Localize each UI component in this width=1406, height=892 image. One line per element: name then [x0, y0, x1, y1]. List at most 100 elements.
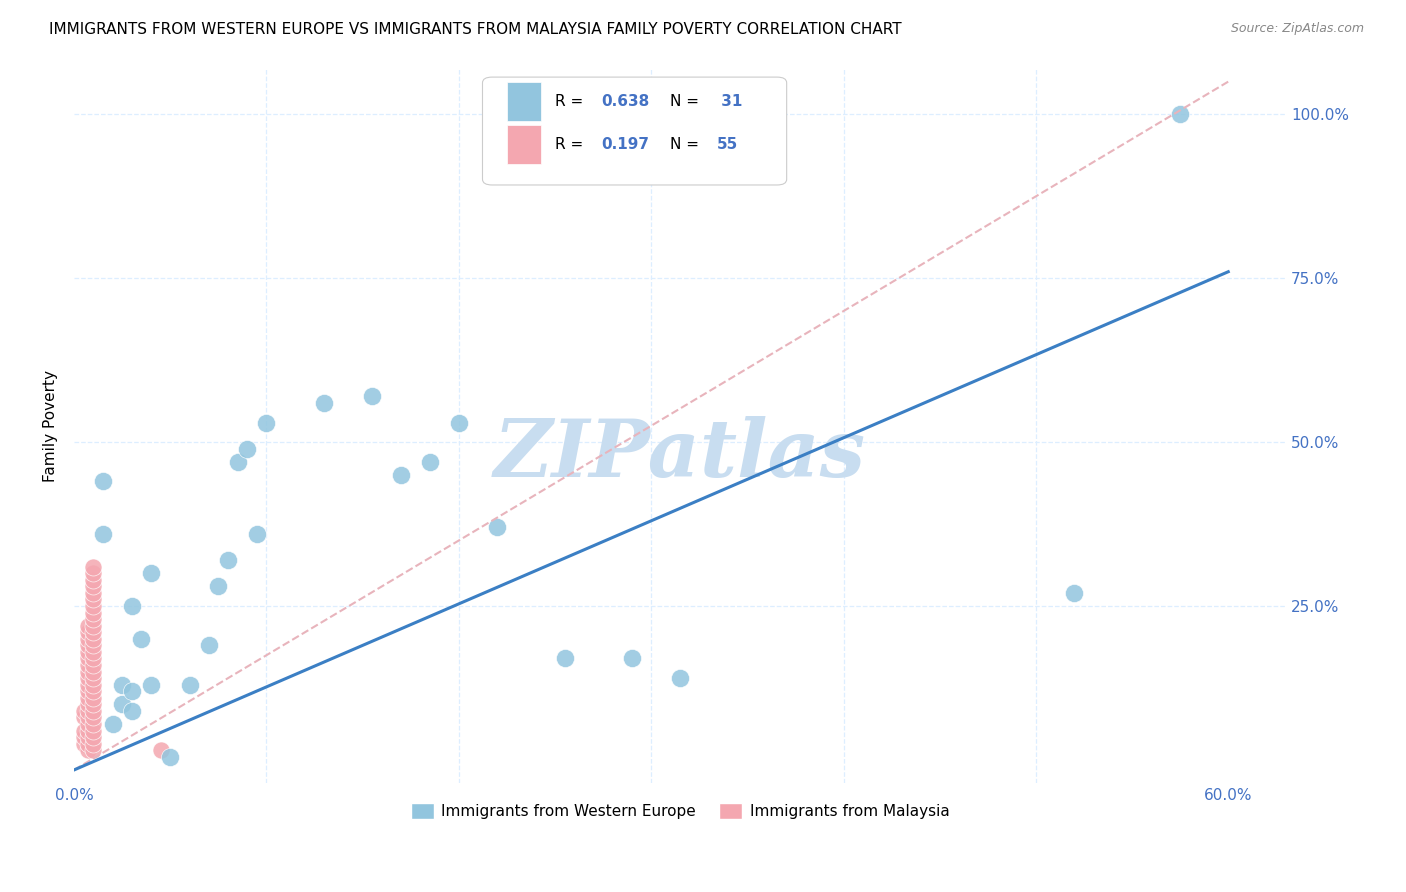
Point	[669, 671, 692, 685]
Point	[76, 690, 98, 705]
Point	[82, 625, 104, 640]
Point	[1063, 586, 1085, 600]
Point	[82, 592, 104, 607]
Point	[111, 698, 134, 712]
Text: N =: N =	[671, 137, 704, 152]
Point	[82, 579, 104, 593]
FancyBboxPatch shape	[482, 77, 787, 185]
Text: R =: R =	[555, 94, 588, 109]
Point	[73, 704, 96, 718]
Text: 31: 31	[717, 94, 742, 109]
Point	[82, 690, 104, 705]
Legend: Immigrants from Western Europe, Immigrants from Malaysia: Immigrants from Western Europe, Immigran…	[405, 797, 956, 825]
Point	[82, 606, 104, 620]
Point	[149, 743, 172, 757]
Text: ZIPatlas: ZIPatlas	[494, 416, 866, 493]
Point	[82, 651, 104, 665]
Point	[82, 665, 104, 679]
Point	[76, 625, 98, 640]
Text: IMMIGRANTS FROM WESTERN EUROPE VS IMMIGRANTS FROM MALAYSIA FAMILY POVERTY CORREL: IMMIGRANTS FROM WESTERN EUROPE VS IMMIGR…	[49, 22, 901, 37]
Point	[82, 645, 104, 659]
Point	[82, 710, 104, 724]
Text: R =: R =	[555, 137, 588, 152]
Point	[179, 678, 201, 692]
Point	[76, 704, 98, 718]
Point	[207, 579, 229, 593]
Point	[76, 632, 98, 646]
Point	[76, 678, 98, 692]
Point	[217, 553, 239, 567]
Point	[121, 684, 143, 698]
Point	[361, 389, 384, 403]
Point	[82, 632, 104, 646]
Point	[101, 717, 124, 731]
Point	[82, 586, 104, 600]
Y-axis label: Family Poverty: Family Poverty	[44, 370, 58, 482]
Text: 0.638: 0.638	[602, 94, 650, 109]
Point	[620, 651, 643, 665]
Point	[82, 743, 104, 757]
Point	[139, 678, 162, 692]
Point	[82, 723, 104, 738]
Point	[82, 698, 104, 712]
Point	[389, 467, 412, 482]
Point	[76, 671, 98, 685]
Point	[73, 730, 96, 744]
Point	[73, 710, 96, 724]
Point	[76, 730, 98, 744]
Point	[91, 527, 114, 541]
Point	[76, 618, 98, 632]
Point	[76, 651, 98, 665]
Point	[314, 396, 336, 410]
Point	[82, 566, 104, 581]
Point	[82, 612, 104, 626]
Point	[73, 737, 96, 751]
Text: Source: ZipAtlas.com: Source: ZipAtlas.com	[1230, 22, 1364, 36]
Point	[82, 737, 104, 751]
Point	[76, 710, 98, 724]
Point	[82, 599, 104, 613]
Point	[131, 632, 153, 646]
Point	[256, 416, 278, 430]
Point	[76, 684, 98, 698]
Point	[82, 658, 104, 673]
Point	[82, 573, 104, 587]
Text: N =: N =	[671, 94, 704, 109]
Point	[447, 416, 470, 430]
Point	[82, 671, 104, 685]
Point	[236, 442, 259, 456]
Point	[419, 455, 441, 469]
Point	[82, 618, 104, 632]
Bar	[506, 82, 541, 121]
Point	[139, 566, 162, 581]
Point	[82, 704, 104, 718]
Text: 0.197: 0.197	[602, 137, 650, 152]
Point	[76, 717, 98, 731]
Point	[121, 599, 143, 613]
Point	[111, 678, 134, 692]
Point	[76, 723, 98, 738]
Point	[76, 645, 98, 659]
Point	[76, 743, 98, 757]
Text: 55: 55	[717, 137, 738, 152]
Point	[82, 678, 104, 692]
Point	[486, 520, 509, 534]
Point	[246, 527, 269, 541]
Point	[82, 684, 104, 698]
Point	[76, 698, 98, 712]
Point	[76, 737, 98, 751]
Point	[554, 651, 576, 665]
Point	[159, 749, 181, 764]
Point	[76, 639, 98, 653]
Point	[82, 717, 104, 731]
Point	[1168, 107, 1191, 121]
Point	[121, 704, 143, 718]
Point	[197, 639, 219, 653]
Bar	[506, 125, 541, 164]
Point	[76, 665, 98, 679]
Point	[226, 455, 249, 469]
Point	[82, 730, 104, 744]
Point	[82, 639, 104, 653]
Point	[82, 559, 104, 574]
Point	[73, 723, 96, 738]
